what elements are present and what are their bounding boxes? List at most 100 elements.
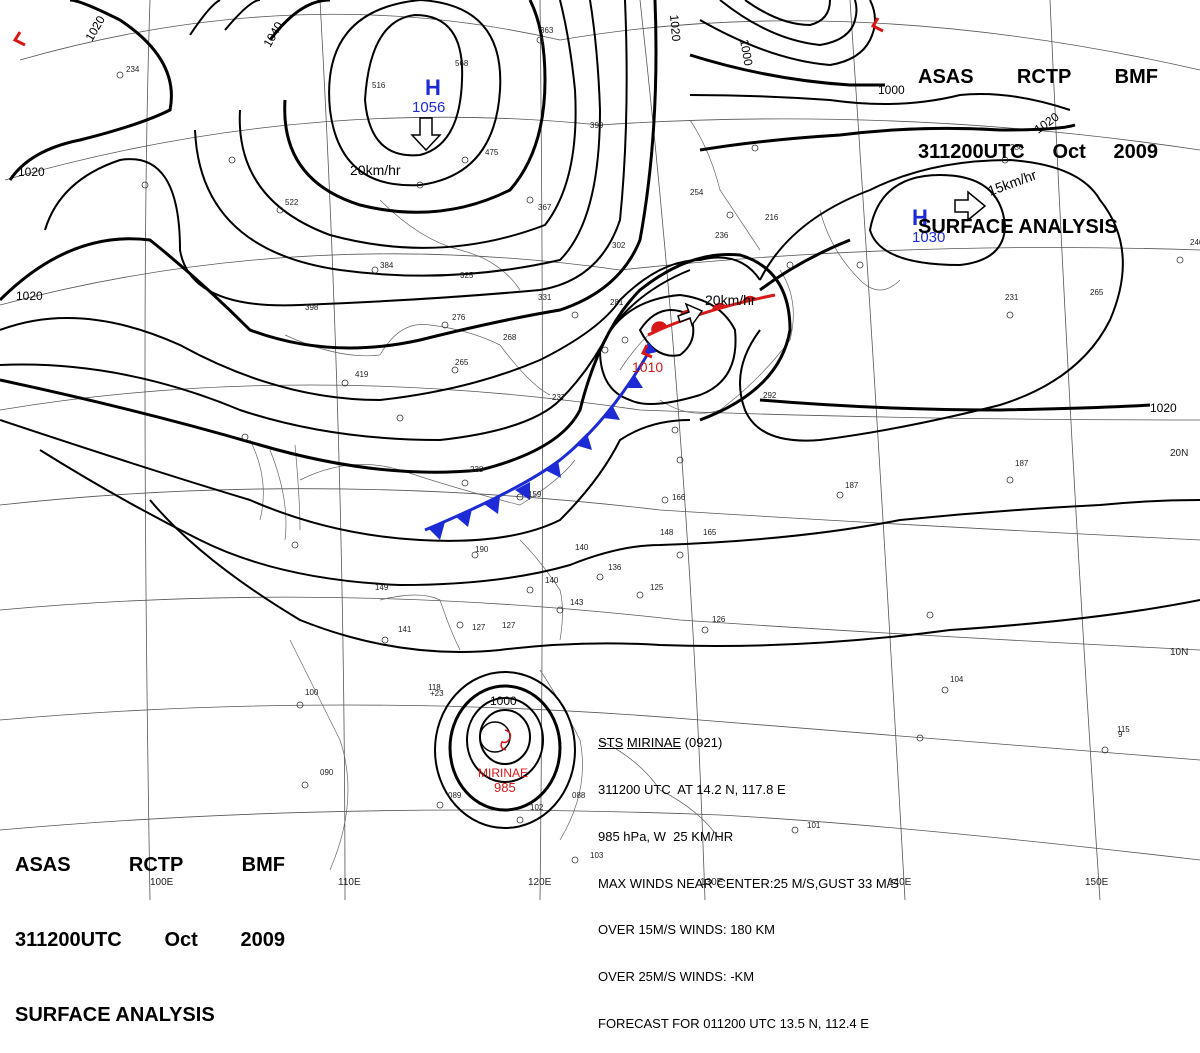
svg-text:+23: +23	[430, 689, 444, 698]
svg-text:136: 136	[608, 563, 622, 572]
svg-text:292: 292	[763, 391, 777, 400]
storm-pressure-motion: 985 hPa, W 25 KM/HR	[598, 828, 734, 844]
svg-text:118: 118	[428, 683, 441, 692]
header-title: SURFACE ANALYSIS	[918, 216, 1118, 238]
svg-text:475: 475	[485, 148, 499, 157]
header-product: ASAS	[15, 854, 71, 876]
svg-text:9: 9	[1118, 730, 1123, 739]
longitude-label: 150E	[1085, 877, 1109, 888]
svg-text:516: 516	[372, 81, 386, 90]
isobar-1000-ne	[689, 53, 885, 87]
isobar-ring-4	[224, 0, 577, 249]
header-time: 311200UTC	[15, 929, 122, 951]
svg-text:190: 190	[475, 545, 489, 554]
isobar-label: 1000	[878, 83, 905, 97]
svg-text:127: 127	[472, 623, 486, 632]
longitude-label: 110E	[338, 877, 361, 888]
header-row: ASAS RCTP BMF	[918, 65, 1158, 90]
svg-text:216: 216	[765, 213, 779, 222]
svg-text:148: 148	[660, 528, 674, 537]
storm-name: MIRINAE	[626, 735, 682, 751]
latitude-label: 10N	[1170, 647, 1188, 658]
high-center-symbol: H	[425, 75, 441, 100]
station-plots	[116, 36, 1184, 864]
header-code: BMF	[1114, 66, 1158, 88]
isobar-ne-5	[744, 0, 831, 27]
isobar-typhoon-990	[479, 709, 532, 765]
svg-text:302: 302	[612, 241, 626, 250]
svg-text:399: 399	[590, 121, 604, 130]
header-station: RCTP	[128, 854, 184, 876]
header-product: ASAS	[918, 66, 974, 88]
high-center-symbol: H	[912, 205, 928, 230]
coordinate-labels: 100E 110E 120E 130E 140E 150E 20N 10N	[150, 448, 1188, 888]
isobar-1020-west	[8, 0, 173, 181]
high-center-value: 1056	[412, 99, 445, 116]
storm-forecast: FORECAST FOR 011200 UTC 13.5 N, 112.4 E	[598, 1015, 869, 1031]
svg-text:159: 159	[528, 490, 542, 499]
storm-info-block: STS MIRINAE (0921) 311200 UTC AT 14.2 N,…	[598, 704, 899, 1047]
isobar-1020-west-2	[0, 0, 658, 350]
header-row: 311200UTC Oct 2009	[918, 140, 1158, 165]
svg-text:419: 419	[355, 370, 369, 379]
storm-max-winds: MAX WINDS NEAR CENTER:25 M/S,GUST 33 M/S	[598, 875, 899, 891]
arrow-low-1010-icon	[677, 302, 704, 327]
header-time: 311200UTC	[918, 141, 1025, 163]
isobar-typhoon-985	[479, 721, 511, 753]
svg-text:140: 140	[545, 576, 559, 585]
svg-text:398: 398	[305, 303, 319, 312]
isobar-1030	[868, 173, 1007, 267]
svg-text:234: 234	[126, 65, 140, 74]
svg-text:141: 141	[398, 625, 412, 634]
isobar-label: 1020	[1150, 401, 1177, 415]
isobar-ring-5	[189, 0, 602, 277]
isobar-belt-4	[39, 449, 1200, 587]
isobar-label: 1000	[737, 38, 755, 67]
header-month: Oct	[1052, 141, 1086, 163]
header-station: RCTP	[1016, 66, 1072, 88]
svg-text:143: 143	[570, 598, 584, 607]
svg-text:166: 166	[672, 493, 686, 502]
storm-position: 311200 UTC AT 14.2 N, 117.8 E	[598, 781, 786, 797]
isobar-belt-2	[0, 269, 691, 442]
svg-text:187: 187	[1015, 459, 1029, 468]
svg-text:238: 238	[470, 465, 484, 474]
motion-arrows	[410, 117, 987, 327]
svg-text:103: 103	[590, 851, 604, 860]
isobar-ne-1	[689, 93, 1071, 111]
header-top-right: ASAS RCTP BMF 311200UTC Oct 2009 SURFACE…	[918, 15, 1158, 265]
svg-text:125: 125	[650, 583, 664, 592]
svg-text:265: 265	[455, 358, 469, 367]
isobar-1020-east-tail	[759, 398, 1151, 412]
svg-text:384: 384	[380, 261, 394, 270]
svg-text:246: 246	[1190, 238, 1200, 247]
svg-text:568: 568	[455, 59, 469, 68]
isobar-1040	[268, 0, 547, 214]
isobar-1010-south	[149, 499, 1200, 653]
svg-text:231: 231	[1005, 293, 1019, 302]
isobar-label: 1000	[490, 694, 517, 708]
cold-front	[424, 342, 657, 540]
header-bottom-left: ASAS RCTP BMF 311200UTC Oct 2009 SURFACE…	[15, 803, 285, 1053]
svg-text:268: 268	[503, 333, 517, 342]
storm-title-line: STS MIRINAE (0921)	[598, 735, 899, 751]
svg-text:230: 230	[1010, 143, 1024, 152]
longitude-label: 120E	[528, 877, 552, 888]
high-motion-label: 20km/hr	[350, 162, 401, 178]
svg-text:088: 088	[572, 791, 586, 800]
svg-text:126: 126	[712, 615, 726, 624]
svg-text:265: 265	[1090, 288, 1104, 297]
arrow-high-1030-icon	[954, 190, 987, 222]
longitude-label: 100E	[150, 877, 174, 888]
storm-category: STS	[598, 735, 624, 751]
arrow-high-1056-icon	[410, 117, 442, 152]
isobar-belt-3	[0, 419, 691, 542]
longitude-label: 140E	[888, 877, 912, 888]
svg-text:522: 522	[285, 198, 299, 207]
isobar-low-ring	[598, 293, 737, 405]
isobar-1020-east	[699, 123, 1076, 292]
front-marks	[12, 17, 884, 359]
svg-text:101: 101	[807, 821, 821, 830]
